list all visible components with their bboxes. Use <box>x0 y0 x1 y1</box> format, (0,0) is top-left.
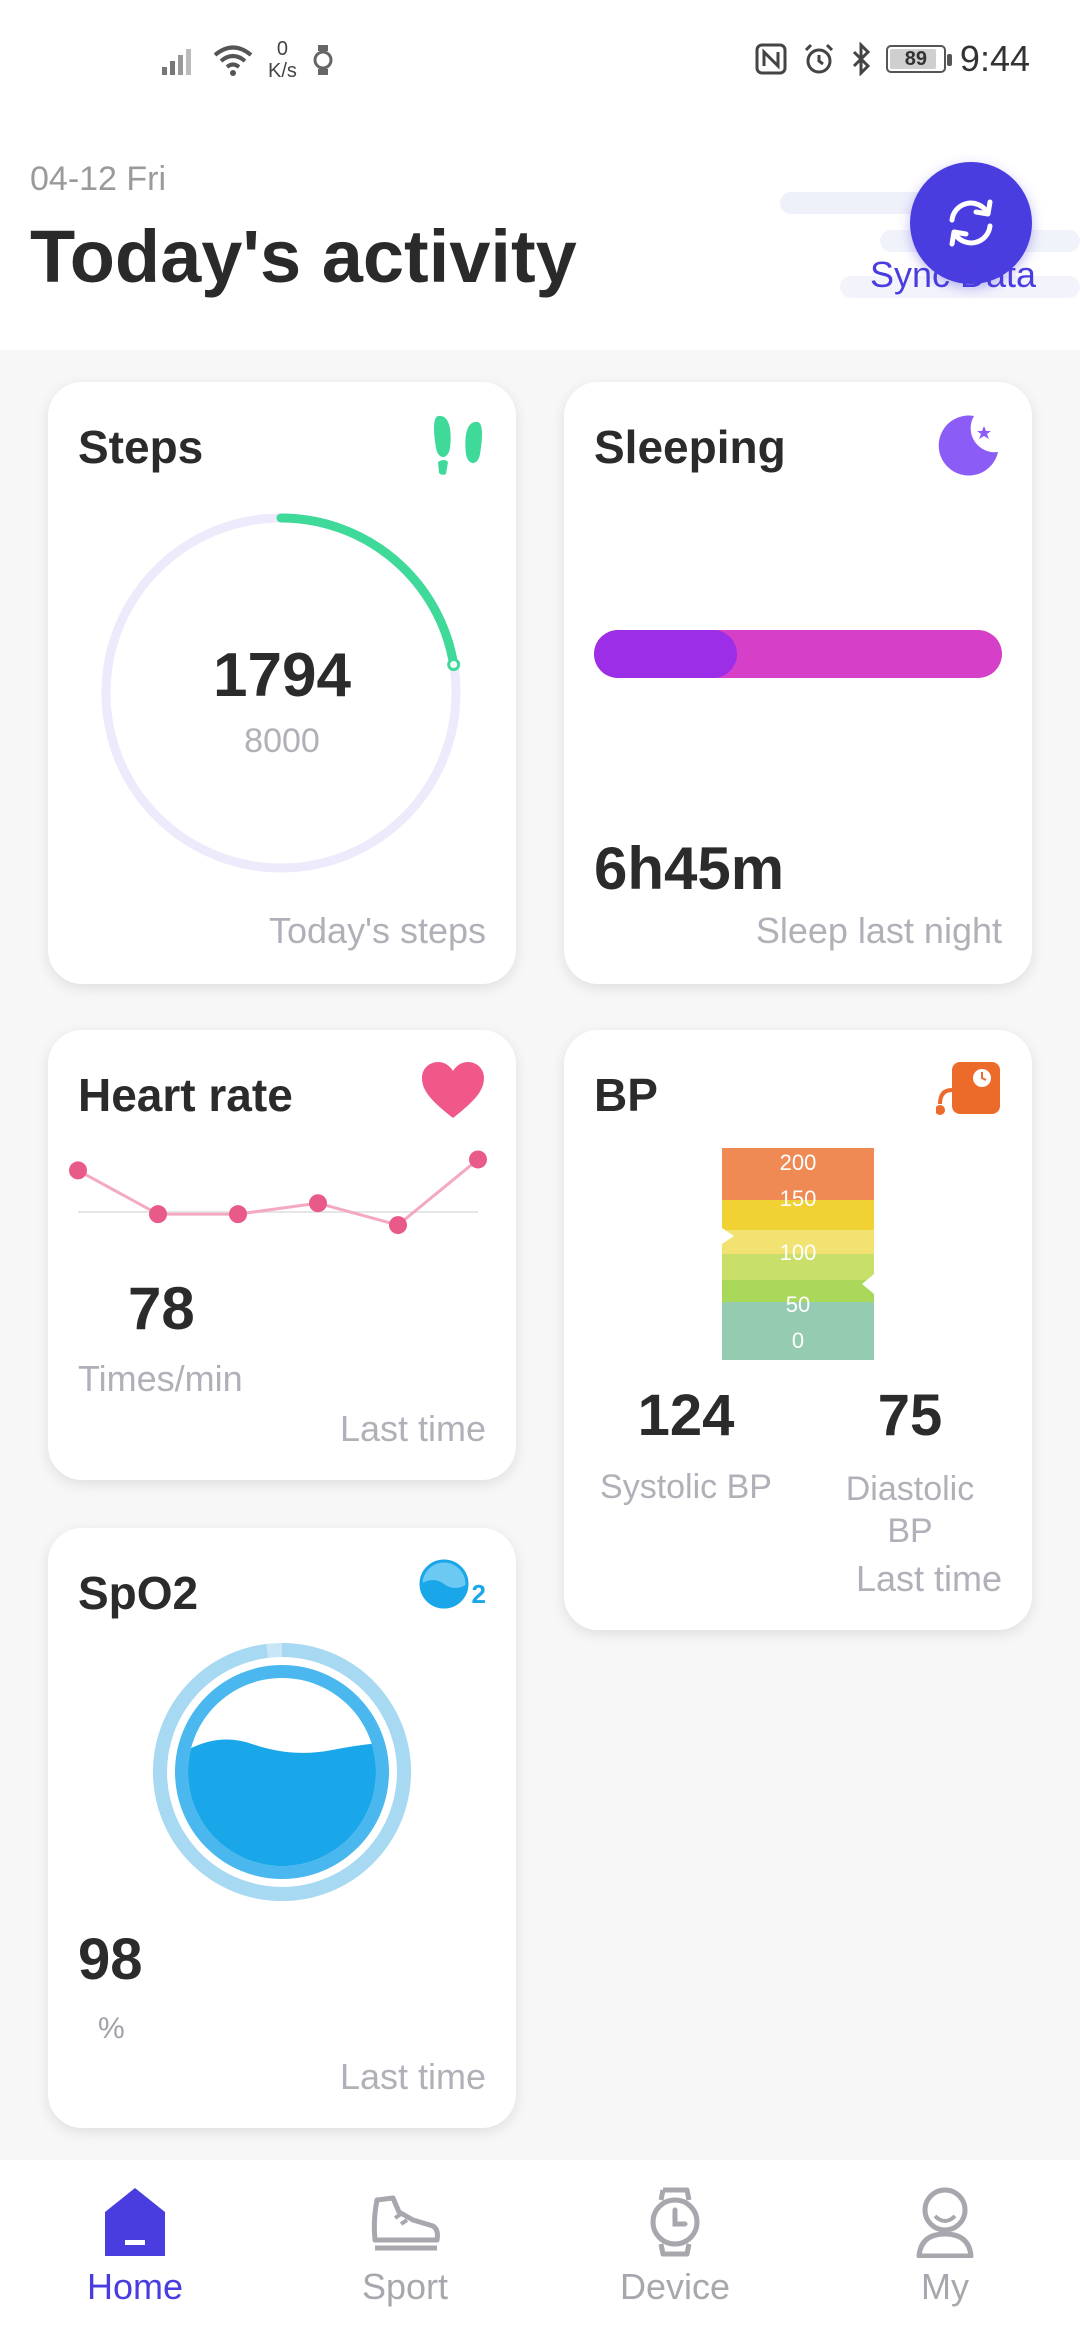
heart-rate-value: 78 <box>128 1275 195 1342</box>
sync-icon <box>949 199 993 247</box>
sleep-bar <box>594 630 1002 678</box>
shoe-icon <box>371 2195 440 2251</box>
heart-rate-point <box>149 1205 167 1224</box>
wifi-icon <box>213 45 253 76</box>
footprints-icon <box>434 415 482 475</box>
spo2-unit: % <box>98 2012 125 2045</box>
bp-scale: 200 150 100 50 0 <box>722 1148 874 1360</box>
sleep-value: 6h45m <box>594 835 785 902</box>
spo2-value: 98 <box>78 1927 143 1992</box>
heart-icon <box>422 1062 484 1118</box>
bp-card[interactable]: BP 200 150 100 50 0 124 Systolic BP 75 D… <box>564 1030 1032 1630</box>
moon-icon <box>938 415 998 476</box>
bp-scale-label: 50 <box>785 1292 811 1317</box>
oxygen-icon-subscript: 2 <box>471 1579 486 1609</box>
decor-line <box>780 192 940 214</box>
sync-button[interactable] <box>910 162 1032 284</box>
blood-pressure-monitor-icon <box>936 1062 1000 1115</box>
date-label: 04-12 Fri <box>30 160 167 198</box>
systolic-value: 124 <box>637 1383 735 1448</box>
heart-rate-point <box>69 1161 87 1180</box>
page-header: 04-12 Fri Today's activity Sync Data <box>0 130 1080 350</box>
bottom-nav: Home Sport Device My <box>0 2160 1080 2340</box>
heart-rate-card[interactable]: Heart rate 78 Times/min Last time <box>48 1030 516 1480</box>
bp-scale-label: 100 <box>779 1240 817 1265</box>
status-left: 0 K/s <box>160 38 335 82</box>
spo2-gauge <box>153 1643 411 1901</box>
steps-progress-arc <box>276 513 459 670</box>
watch-status-icon <box>313 45 333 75</box>
nav-sport-label: Sport <box>361 2266 449 2307</box>
nfc-icon <box>755 43 787 75</box>
net-speed: 0 K/s <box>268 38 297 82</box>
battery-fill <box>889 49 937 69</box>
spo2-footer: Last time <box>339 2056 486 2097</box>
heart-rate-point <box>309 1194 327 1213</box>
heart-rate-line <box>77 1158 479 1227</box>
person-icon <box>916 2187 974 2258</box>
heart-rate-sparkline <box>69 1150 487 1235</box>
decor-line <box>840 276 1080 298</box>
diastolic-label: Diastolic BP <box>845 1470 975 1550</box>
systolic-label: Systolic BP <box>600 1468 772 1506</box>
sync-label[interactable]: Sync Data <box>870 254 1037 295</box>
nav-my-label: My <box>921 2266 969 2307</box>
heart-rate-point <box>229 1205 247 1224</box>
steps-progress-dot <box>447 658 461 672</box>
nav-home-label: Home <box>86 2266 184 2307</box>
bp-footer: Last time <box>855 1558 1002 1599</box>
status-bar: 0 K/s 89 9:44 <box>0 0 1080 130</box>
bp-scale-label: 200 <box>779 1150 817 1175</box>
steps-title: Steps <box>78 421 204 473</box>
sleep-title: Sleeping <box>594 421 786 473</box>
heart-rate-point <box>389 1216 407 1235</box>
nav-my[interactable]: My <box>835 2186 1055 2308</box>
page-title: Today's activity <box>30 215 577 298</box>
steps-footer: Today's steps <box>269 910 486 951</box>
battery-icon: 89 <box>885 45 952 73</box>
nav-home[interactable]: Home <box>25 2186 245 2308</box>
steps-value: 1794 <box>213 641 351 710</box>
heart-rate-title: Heart rate <box>78 1069 293 1121</box>
spo2-card[interactable]: SpO2 2 98 % Last time <box>48 1528 516 2128</box>
heart-rate-footer: Last time <box>339 1408 486 1449</box>
net-speed-value: 0 <box>276 38 289 60</box>
sleep-footer: Sleep last night <box>755 910 1002 951</box>
alarm-icon <box>804 43 833 74</box>
oxygen-drop-icon <box>419 1559 469 1609</box>
bp-markers <box>722 1228 874 1294</box>
sleep-card[interactable]: Sleeping 6h45m Sleep last night <box>564 382 1032 984</box>
heart-rate-point <box>469 1150 487 1169</box>
nav-device-label: Device <box>619 2266 731 2307</box>
bp-scale-label: 0 <box>791 1328 805 1353</box>
watch-icon <box>650 2187 700 2257</box>
bluetooth-icon <box>852 42 871 76</box>
bp-title: BP <box>594 1069 658 1121</box>
steps-progress-ring <box>101 513 461 873</box>
sleep-deep-segment <box>594 630 737 678</box>
net-speed-unit: K/s <box>268 60 297 82</box>
clock: 9:44 <box>959 38 1030 79</box>
status-right: 89 9:44 <box>754 38 1030 80</box>
spo2-title: SpO2 <box>78 1567 199 1619</box>
oxygen-icon-wrap: 2 <box>418 1558 486 1610</box>
bp-scale-label: 150 <box>779 1186 817 1211</box>
signal-icon <box>162 49 191 75</box>
heart-rate-unit: Times/min <box>78 1358 243 1399</box>
nav-device[interactable]: Device <box>565 2186 785 2308</box>
diastolic-value: 75 <box>877 1383 943 1448</box>
battery-level: 89 <box>904 47 928 70</box>
nav-sport[interactable]: Sport <box>295 2186 515 2308</box>
steps-goal: 8000 <box>244 722 320 760</box>
steps-card[interactable]: Steps 1794 8000 Today's steps <box>48 382 516 984</box>
spo2-level-ring <box>153 1643 411 1901</box>
home-icon <box>105 2188 165 2256</box>
